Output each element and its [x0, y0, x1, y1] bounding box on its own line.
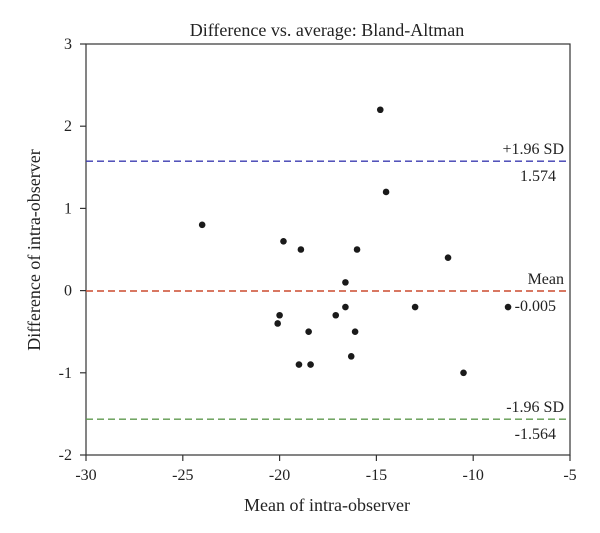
data-point — [460, 369, 467, 377]
data-point — [295, 361, 303, 368]
data-point — [274, 320, 281, 327]
mean-value: -0.005 — [515, 298, 556, 315]
y-tick-label: 1 — [64, 200, 72, 217]
reference-lines: +1.96 SD 1.574 Mean -0.005 -1.96 SD -1.564 — [86, 141, 570, 443]
plot-frame — [85, 43, 571, 456]
x-tick-label: -10 — [463, 467, 484, 484]
data-point — [276, 311, 283, 319]
data-point — [353, 246, 361, 253]
data-point — [342, 303, 349, 311]
y-axis-ticks: -2 -1 0 1 2 3 — [59, 36, 86, 464]
data-point — [342, 279, 349, 286]
data-points — [198, 106, 512, 377]
upper-limit-value: 1.574 — [520, 168, 556, 185]
y-tick-label: 0 — [64, 283, 72, 300]
data-point — [305, 328, 312, 336]
x-axis-label: Mean of intra-observer — [244, 495, 410, 515]
x-axis-ticks: -30 -25 -20 -15 -10 -5 — [75, 455, 577, 484]
x-tick-label: -30 — [75, 467, 96, 484]
chart-title: Difference vs. average: Bland-Altman — [190, 20, 465, 40]
data-point — [280, 237, 287, 245]
x-tick-label: -15 — [366, 467, 387, 484]
data-point — [351, 328, 359, 336]
data-point — [307, 361, 314, 368]
data-point — [444, 254, 452, 262]
data-point — [376, 106, 384, 114]
data-point — [198, 221, 206, 229]
y-tick-label: 2 — [64, 118, 72, 135]
upper-limit-label: +1.96 SD — [503, 141, 564, 158]
mean-label: Mean — [528, 271, 564, 288]
data-point — [297, 246, 305, 253]
y-tick-label: 3 — [64, 36, 72, 53]
data-point — [411, 303, 419, 311]
x-tick-label: -5 — [563, 467, 576, 484]
data-point — [382, 188, 390, 196]
x-tick-label: -20 — [269, 467, 290, 484]
x-tick-label: -25 — [172, 467, 193, 484]
data-point — [332, 311, 340, 319]
y-tick-label: -2 — [59, 447, 72, 464]
y-axis-label: Difference of intra-observer — [24, 149, 44, 351]
y-tick-label: -1 — [59, 365, 72, 382]
data-point — [504, 303, 512, 311]
data-point — [347, 353, 355, 360]
lower-limit-value: -1.564 — [515, 426, 556, 443]
lower-limit-label: -1.96 SD — [506, 399, 564, 416]
